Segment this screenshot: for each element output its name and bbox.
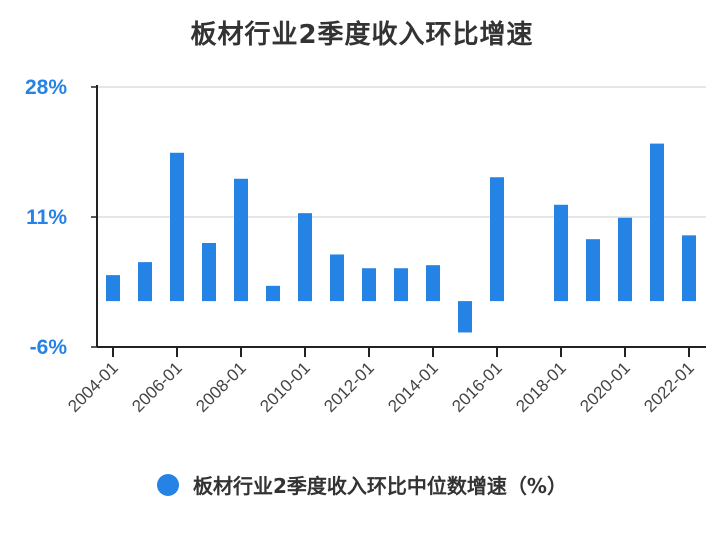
bar-series bbox=[106, 143, 696, 333]
x-tick-labels: 2004-01 2006-01 2008-01 2010-01 2012-01 2014-… bbox=[64, 358, 698, 416]
bar bbox=[266, 285, 280, 302]
x-tick-label: 2004-01 bbox=[64, 358, 122, 416]
axes bbox=[91, 85, 706, 357]
x-tick-label: 2022-01 bbox=[640, 358, 698, 416]
legend[interactable]: 板材行业2季度收入环比中位数增速（%） bbox=[0, 470, 724, 499]
bar bbox=[618, 217, 632, 302]
bar bbox=[394, 268, 408, 302]
bar bbox=[650, 143, 664, 302]
chart-title: 板材行业2季度收入环比增速 bbox=[190, 20, 534, 50]
bar bbox=[426, 265, 440, 302]
x-tick-label: 2008-01 bbox=[192, 358, 250, 416]
x-tick-label: 2018-01 bbox=[512, 358, 570, 416]
y-tick-label: 28% bbox=[25, 76, 67, 99]
bar-chart: 28%11%-6% 2004-01 2006-01 2008-01 2010-01 20… bbox=[25, 76, 706, 416]
bar bbox=[362, 268, 376, 302]
y-tick-label: 11% bbox=[26, 206, 67, 229]
legend-marker bbox=[157, 473, 180, 496]
x-tick-label: 2016-01 bbox=[448, 358, 506, 416]
bar bbox=[106, 275, 120, 302]
y-tick-label: -6% bbox=[30, 336, 68, 359]
bar bbox=[682, 235, 696, 302]
bar bbox=[458, 301, 472, 333]
bar bbox=[170, 152, 184, 302]
bar bbox=[330, 254, 344, 302]
bar bbox=[490, 177, 504, 302]
bar bbox=[298, 213, 312, 302]
x-tick-label: 2014-01 bbox=[384, 358, 442, 416]
bar bbox=[234, 178, 248, 302]
bar bbox=[586, 239, 600, 302]
x-tick-label: 2006-01 bbox=[128, 358, 186, 416]
x-tick-label: 2012-01 bbox=[320, 358, 378, 416]
x-tick-label: 2020-01 bbox=[576, 358, 634, 416]
gridlines bbox=[97, 86, 706, 348]
bar bbox=[138, 262, 152, 302]
x-tick-label: 2010-01 bbox=[256, 358, 314, 416]
legend-label: 板材行业2季度收入环比中位数增速（%） bbox=[193, 474, 567, 498]
y-tick-labels: 28% 11% -6% bbox=[25, 76, 67, 359]
bar bbox=[202, 243, 216, 302]
bar bbox=[554, 204, 568, 302]
